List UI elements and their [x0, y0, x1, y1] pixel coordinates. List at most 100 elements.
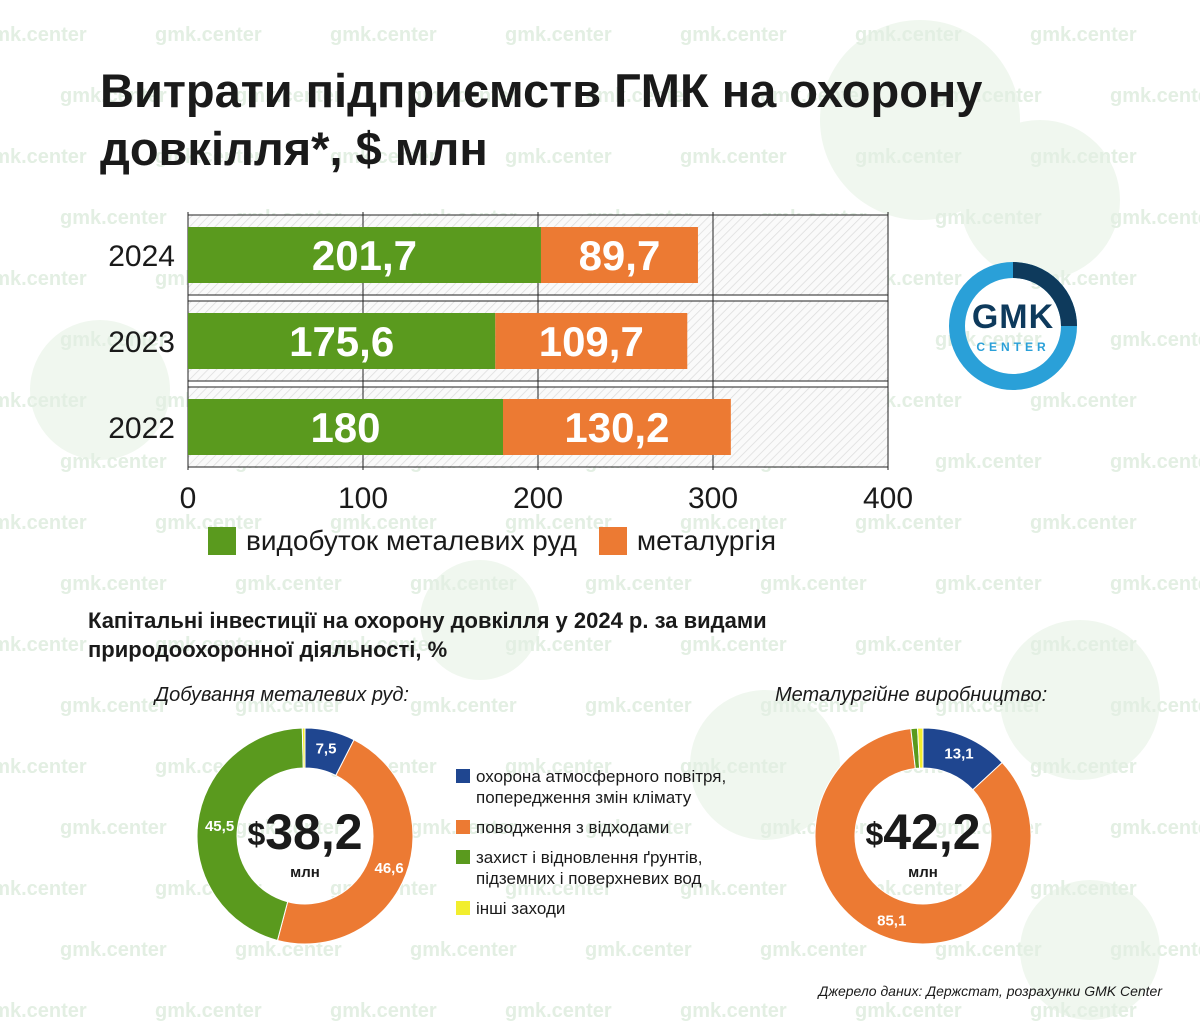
bar-value-label: 130,2: [564, 404, 669, 451]
watermark-text: gmk.center: [60, 573, 167, 595]
donut-slice: [301, 727, 306, 769]
watermark-text: gmk.center: [0, 878, 87, 900]
bar-segment-metallurgy: [540, 227, 698, 283]
center-value-mining: 38,2: [265, 804, 363, 860]
watermark-text: gmk.center: [0, 24, 87, 46]
donut-legend-swatch-green: [456, 850, 470, 864]
bar-value-label: 175,6: [289, 318, 394, 365]
donut-legend-swatch-yellow: [456, 901, 470, 915]
watermark-text: gmk.center: [155, 1000, 262, 1022]
center-currency-metallurgy: $: [865, 816, 884, 852]
x-tick-label: 0: [180, 482, 197, 515]
donut-value-label: 46,6: [374, 860, 403, 877]
bar-segment-mining: [188, 227, 541, 283]
y-category-label: 2024: [108, 240, 175, 273]
donut-value-label: 13,1: [944, 746, 973, 763]
donut-slice: [276, 739, 414, 945]
watermark-text: gmk.center: [585, 573, 692, 595]
bar-segment-mining: [188, 313, 496, 369]
watermark-text: gmk.center: [1030, 390, 1137, 412]
center-currency-mining: $: [247, 816, 266, 852]
watermark-text: gmk.center: [585, 695, 692, 717]
logo-main-text: GMK: [971, 298, 1055, 336]
legend-label-metallurgy: металургія: [636, 525, 776, 556]
donut-value-label: 7,5: [316, 740, 337, 757]
bar-segment-metallurgy: [503, 399, 731, 455]
donut-slice: [917, 727, 924, 769]
donut-legend-label-other: інші заходи: [476, 899, 566, 918]
watermark-text: gmk.center: [1110, 573, 1200, 595]
watermark-text: gmk.center: [1030, 512, 1137, 534]
donut-legend-swatch-orange: [456, 820, 470, 834]
bar-value-label: 201,7: [312, 232, 417, 279]
y-category-label: 2022: [108, 412, 175, 445]
watermark-text: gmk.center: [1110, 817, 1200, 839]
donut-legend-item-other: інші заходи: [456, 898, 776, 919]
donut-center-metallurgy: $42,2 млн: [853, 804, 993, 881]
donut-value-label: 45,5: [205, 818, 234, 835]
watermark-text: gmk.center: [0, 1000, 87, 1022]
donut-legend-item-soil: захист і відновлення ґрунтів, підземних …: [456, 847, 776, 889]
investments-subtitle: Капітальні інвестиції на охорону довкілл…: [88, 608, 767, 662]
center-value-metallurgy: 42,2: [883, 804, 981, 860]
watermark-text: gmk.center: [60, 817, 167, 839]
watermark-text: gmk.center: [330, 24, 437, 46]
bar-value-label: 89,7: [579, 232, 661, 279]
watermark-text: gmk.center: [1030, 878, 1137, 900]
legend-label-mining: видобуток металевих руд: [246, 525, 577, 556]
x-tick-label: 200: [513, 482, 563, 515]
bar-segment-metallurgy: [495, 313, 688, 369]
watermark-text: gmk.center: [410, 695, 517, 717]
watermark-text: gmk.center: [505, 1000, 612, 1022]
center-unit-metallurgy: млн: [908, 864, 938, 881]
donut-legend-label-air: охорона атмосферного повітря, попереджен…: [476, 767, 727, 807]
x-tick-label: 300: [688, 482, 738, 515]
watermark-text: gmk.center: [60, 939, 167, 961]
watermark-text: gmk.center: [680, 24, 787, 46]
watermark-text: gmk.center: [1110, 695, 1200, 717]
watermark-text: gmk.center: [1030, 1000, 1137, 1022]
donut-title-metallurgy: Металургійне виробництво:: [775, 684, 1048, 706]
bar-chart: 0 100 200 300 400 2024 201,7 89,7 2023 175,6 109,7…: [108, 212, 913, 515]
x-tick-label: 400: [863, 482, 913, 515]
watermark-text: gmk.center: [505, 24, 612, 46]
donut-slice: [814, 728, 1032, 945]
donut-legend-label-soil: захист і відновлення ґрунтів, підземних …: [476, 848, 703, 888]
watermark-text: gmk.center: [1030, 634, 1137, 656]
donut-legend: охорона атмосферного повітря, попереджен…: [456, 766, 776, 928]
watermark-text: gmk.center: [935, 573, 1042, 595]
watermark-text: gmk.center: [585, 939, 692, 961]
watermark-text: gmk.center: [680, 1000, 787, 1022]
gmk-center-logo: GMK CENTER: [947, 260, 1079, 392]
watermark-text: gmk.center: [1110, 85, 1200, 107]
donut-value-label: 85,1: [877, 912, 906, 929]
donut-slice: [196, 727, 304, 942]
donut-legend-item-air: охорона атмосферного повітря, попереджен…: [456, 766, 776, 808]
watermark-text: gmk.center: [1030, 756, 1137, 778]
y-category-label: 2023: [108, 326, 175, 359]
donut-title-mining: Добування металевих руд:: [155, 684, 409, 706]
donut-legend-item-waste: поводження з відходами: [456, 817, 776, 838]
watermark-text: gmk.center: [410, 573, 517, 595]
center-unit-mining: млн: [290, 864, 320, 881]
legend-swatch-green: [208, 527, 236, 555]
watermark-text: gmk.center: [155, 24, 262, 46]
watermark-text: gmk.center: [1110, 207, 1200, 229]
logo-ring: [949, 262, 1077, 390]
watermark-text: gmk.center: [0, 146, 87, 168]
legend-item-mining: видобуток металевих руд: [208, 525, 577, 557]
watermark-text: gmk.center: [760, 573, 867, 595]
data-source: Джерело даних: Держстат, розрахунки GMK …: [818, 983, 1162, 999]
watermark-text: gmk.center: [1110, 939, 1200, 961]
bar-legend: видобуток металевих руд металургія: [208, 525, 798, 557]
watermark-text: gmk.center: [1030, 24, 1137, 46]
donut-chart-mining: 7,5 46,6 45,5: [196, 727, 414, 945]
donut-legend-label-waste: поводження з відходами: [476, 818, 670, 837]
watermark-text: gmk.center: [0, 756, 87, 778]
watermark-text: gmk.center: [855, 1000, 962, 1022]
watermark-text: gmk.center: [235, 573, 342, 595]
legend-item-metallurgy: металургія: [598, 525, 776, 557]
watermark-text: gmk.center: [855, 24, 962, 46]
watermark-text: gmk.center: [410, 939, 517, 961]
x-tick-label: 100: [338, 482, 388, 515]
